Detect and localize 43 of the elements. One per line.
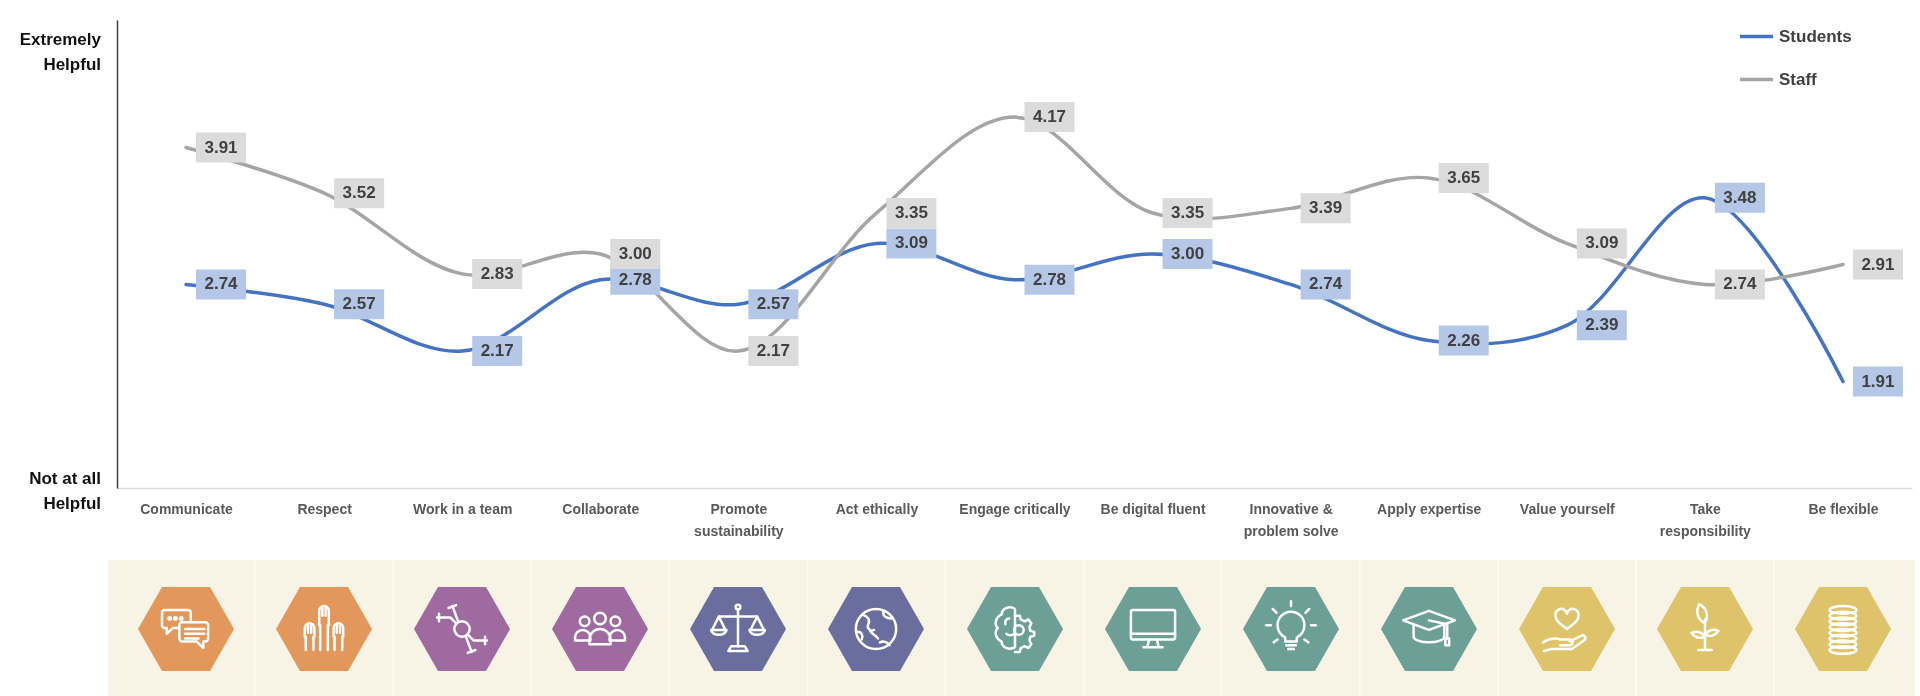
x-tick-label: Respect [297, 500, 353, 517]
data-label: 4.17 [1032, 107, 1067, 127]
data-label: 2.17 [756, 341, 790, 361]
data-label: 2.57 [342, 294, 376, 314]
data-label: 2.78 [618, 269, 652, 289]
legend-label: Students [1779, 26, 1852, 46]
data-label: 2.39 [1585, 315, 1619, 335]
x-tick-label: Work in a team [413, 500, 513, 517]
data-label: 3.35 [894, 203, 928, 223]
data-label: 3.91 [204, 137, 238, 157]
x-tick-label: Communicate [140, 500, 234, 517]
x-tick-label: Take responsibility [1659, 500, 1752, 539]
data-label: 3.35 [1171, 203, 1205, 223]
data-label: 3.52 [342, 183, 376, 203]
x-tick-label: Act ethically [835, 500, 919, 517]
x-tick-label: Collaborate [562, 500, 640, 517]
data-label: 2.74 [204, 274, 239, 294]
x-tick-label: Value yourself [1519, 500, 1616, 517]
x-tick-label: Be digital fluent [1100, 500, 1206, 517]
data-label: 3.00 [618, 244, 652, 263]
data-label: 2.74 [1723, 274, 1757, 294]
data-label: 2.78 [1032, 269, 1067, 289]
x-tick-label: Apply expertise [1377, 500, 1482, 517]
data-label: 3.09 [1585, 233, 1619, 253]
data-label: 2.26 [1447, 330, 1481, 350]
x-tick-label: Promote sustainability [694, 500, 784, 539]
data-label: 2.57 [756, 294, 790, 314]
data-label: 3.09 [894, 233, 928, 253]
data-label: 3.65 [1447, 167, 1481, 187]
x-tick-label: Innovative & problem solve [1243, 500, 1339, 539]
data-label: 2.91 [1861, 254, 1895, 274]
x-tick-label: Engage critically [959, 500, 1071, 517]
text: Not at all Helpful [29, 469, 101, 513]
data-label: 3.00 [1171, 244, 1205, 263]
text: Extremely Helpful [19, 30, 102, 74]
data-label: 2.83 [480, 263, 514, 283]
legend-label: Staff [1779, 69, 1818, 89]
data-label: 3.39 [1309, 198, 1343, 218]
data-label: 1.91 [1861, 371, 1895, 391]
data-label: 2.74 [1309, 274, 1343, 294]
x-tick-label: Be flexible [1808, 500, 1879, 517]
data-label: 3.48 [1723, 187, 1757, 207]
data-label: 2.17 [480, 341, 514, 361]
